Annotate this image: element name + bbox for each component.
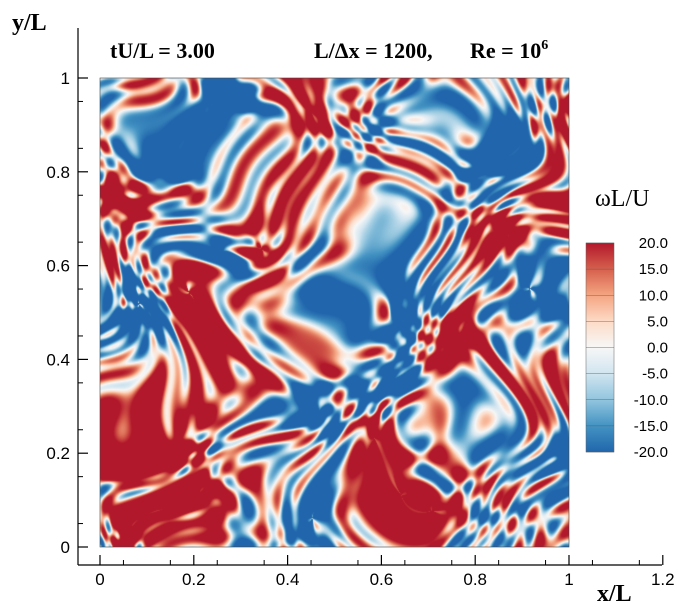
vorticity-field (100, 78, 569, 547)
x-tick-label: 1.2 (651, 570, 675, 589)
y-tick-label: 1 (61, 69, 70, 88)
x-axis-title: x/L (597, 581, 632, 607)
y-tick-label: 0.6 (46, 257, 70, 276)
y-tick-label: 0.8 (46, 163, 70, 182)
x-tick-label: 1 (564, 570, 573, 589)
colorbar-label: 5.0 (647, 313, 668, 330)
colorbar-title: ωL/U (595, 186, 649, 212)
reynolds-base: Re = 10 (470, 38, 541, 63)
x-tick-label: 0.8 (463, 570, 487, 589)
reynolds-exponent: 6 (541, 38, 548, 53)
time-label: tU/L = 3.00 (110, 38, 215, 63)
vorticity-field-frame (100, 78, 569, 547)
colorbar-label: -20.0 (634, 444, 668, 461)
plot-area (99, 77, 570, 548)
x-tick-label: 0.2 (182, 570, 206, 589)
chart-header: tU/L = 3.00 L/Δx = 1200, Re = 106 (110, 38, 548, 63)
y-axis-title: y/L (12, 10, 47, 36)
colorbar-label: -5.0 (642, 366, 668, 383)
colorbar: ωL/U 20.0 15.0 10.0 5.0 0.0 -5.0 -10.0 -15.0 -20… (585, 186, 668, 461)
y-tick-label: 0.2 (46, 444, 70, 463)
reynolds-label: Re = 106 (470, 38, 548, 63)
x-tick-label: 0.4 (276, 570, 300, 589)
plot-frame (99, 77, 570, 548)
colorbar-label: 20.0 (639, 235, 668, 252)
colorbar-label: 0.0 (647, 340, 668, 357)
y-tick-label: 0 (61, 538, 70, 557)
colorbar-label: 10.0 (639, 287, 668, 304)
resolution-label: L/Δx = 1200, (314, 38, 433, 63)
axes: 0 0.2 0.4 0.6 0.8 1 1.2 0 0.2 0.4 0.6 0.8 1 (46, 28, 675, 589)
y-tick-label: 0.4 (46, 350, 70, 369)
x-tick-label: 0.6 (370, 570, 394, 589)
x-tick-label: 0 (95, 570, 104, 589)
colorbar-label: -15.0 (634, 418, 668, 435)
colorbar-label: -10.0 (634, 392, 668, 409)
colorbar-label: 15.0 (639, 261, 668, 278)
